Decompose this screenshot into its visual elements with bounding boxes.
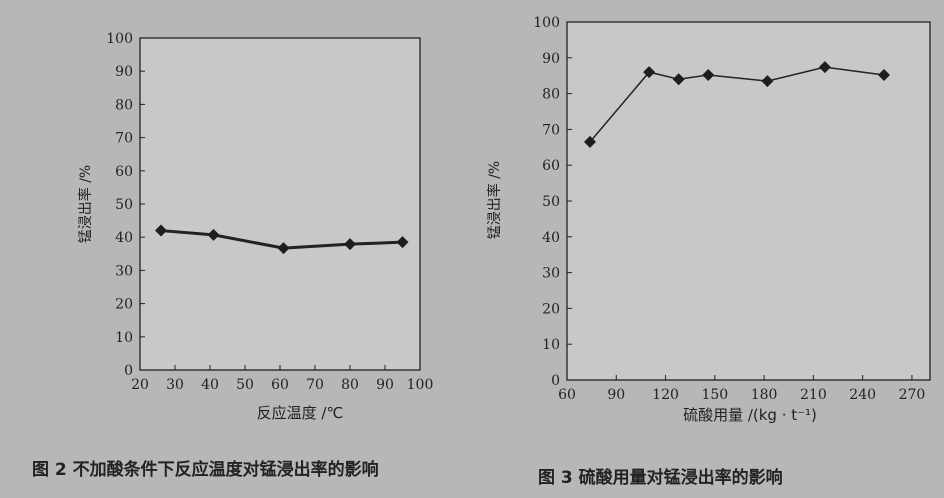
plot-area-3 [566,21,931,381]
y-tick-label: 90 [115,64,133,80]
data-point [207,228,220,241]
x-tick-label: 30 [166,377,184,393]
y-tick-label: 50 [115,197,133,213]
y-axis-label: 锰浸出率 /% [486,161,503,239]
data-point [761,75,774,88]
y-axis-label: 锰浸出率 /% [77,165,94,243]
x-tick-label: 270 [899,387,926,403]
plot-area-2 [139,37,421,371]
x-tick-label: 180 [751,387,778,403]
x-tick-label: 40 [201,377,219,393]
x-tick-label: 120 [652,387,679,403]
y-tick-label: 30 [115,263,133,279]
x-tick-label: 240 [849,387,876,403]
y-tick-label: 80 [115,97,133,113]
y-tick-label: 100 [533,15,560,31]
data-point [277,242,290,255]
y-tick-label: 60 [115,164,133,180]
data-point [878,68,891,81]
data-point [702,68,715,81]
y-tick-label: 60 [542,158,560,174]
x-axis-label: 硫酸用量 /(kg · t⁻¹) [683,406,817,424]
y-tick-label: 40 [542,230,560,246]
y-tick-label: 50 [542,194,560,210]
x-tick-label: 210 [800,387,827,403]
caption-fig2: 图 2 不加酸条件下反应温度对锰浸出率的影响 [32,460,379,480]
x-tick-label: 90 [607,387,625,403]
x-tick-label: 150 [701,387,728,403]
x-tick-label: 80 [341,377,359,393]
data-point [155,224,167,237]
data-point [672,73,685,86]
y-tick-label: 90 [542,51,560,67]
data-point [583,135,596,148]
caption-fig3: 图 3 硫酸用量对锰浸出率的影响 [538,468,783,488]
data-point [818,61,831,74]
x-tick-label: 20 [131,377,149,393]
data-point [344,238,356,251]
data-point [396,236,409,249]
y-tick-label: 70 [115,131,133,147]
y-tick-label: 80 [542,87,560,103]
y-tick-label: 30 [542,266,560,282]
x-tick-label: 90 [376,377,394,393]
y-tick-label: 20 [542,301,560,317]
x-tick-label: 60 [271,377,289,393]
y-tick-label: 100 [106,31,133,47]
y-tick-label: 20 [115,297,133,313]
x-tick-label: 100 [407,377,434,393]
y-tick-label: 0 [551,373,560,389]
y-tick-label: 70 [542,122,560,138]
x-axis-label: 反应温度 /℃ [257,404,344,422]
x-tick-label: 60 [558,387,576,403]
y-tick-label: 40 [115,230,133,246]
y-tick-label: 10 [115,330,133,346]
x-tick-label: 70 [306,377,324,393]
data-point [643,66,656,79]
y-tick-label: 0 [124,363,133,379]
x-tick-label: 50 [236,377,254,393]
y-tick-label: 10 [542,337,560,353]
